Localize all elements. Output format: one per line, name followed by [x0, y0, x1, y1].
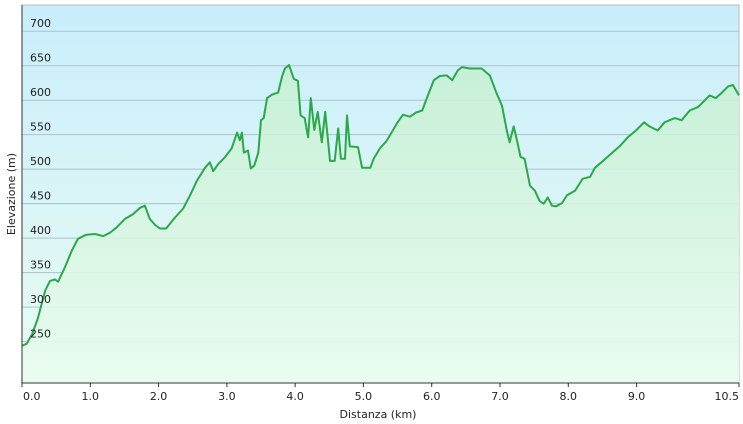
x-tick-label: 5.0: [355, 390, 373, 403]
y-axis-label: Elevazione (m): [5, 153, 18, 235]
x-tick-label: 4.0: [286, 390, 304, 403]
x-tick-label: 0.0: [23, 390, 41, 403]
x-axis-label: Distanza (km): [340, 408, 417, 421]
x-tick-label: 2.0: [150, 390, 168, 403]
y-tick-label: 350: [30, 259, 51, 272]
x-tick-label: 7.0: [491, 390, 509, 403]
y-tick-label: 550: [30, 121, 51, 134]
y-tick-label: 450: [30, 190, 51, 203]
elevation-line: [21, 64, 740, 347]
y-tick-label: 300: [30, 293, 51, 306]
y-tick-label: 250: [30, 328, 51, 341]
elevation-area: [22, 65, 739, 383]
y-tick-label: 600: [30, 86, 51, 99]
y-tick-label: 400: [30, 224, 51, 237]
x-tick-label: 1.0: [82, 390, 100, 403]
y-tick-label: 500: [30, 155, 51, 168]
x-tick-label: 10.5: [715, 390, 740, 403]
x-tick-label: 3.0: [218, 390, 236, 403]
x-tick-label: 9.0: [628, 390, 646, 403]
y-tick-label: 700: [30, 17, 51, 30]
y-tick-label: 650: [30, 52, 51, 65]
x-tick-label: 8.0: [560, 390, 578, 403]
x-tick-label: 6.0: [423, 390, 441, 403]
